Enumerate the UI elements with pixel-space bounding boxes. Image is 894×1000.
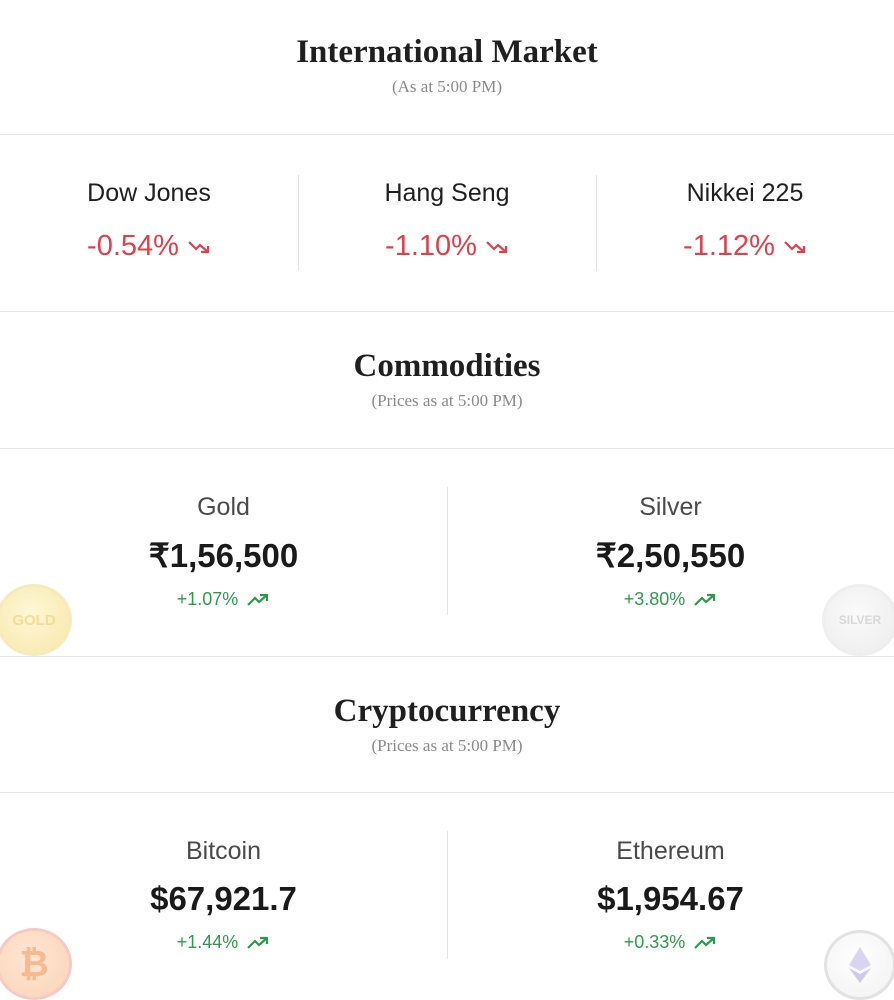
trend-down-icon [784, 240, 806, 253]
index-hang-seng[interactable]: Hang Seng -1.10% [298, 135, 596, 311]
international-subtitle: (As at 5:00 PM) [391, 77, 503, 96]
crypto-name: Ethereum [616, 837, 725, 865]
crypto-change: +1.44% [177, 932, 271, 953]
commodity-silver[interactable]: Silver ₹2,50,550 +3.80% [447, 449, 894, 656]
crypto-change-value: +1.44% [176, 932, 239, 952]
international-title: International Market [296, 34, 598, 70]
crypto-subtitle: (Prices as at 5:00 PM) [371, 736, 523, 755]
index-name: Nikkei 225 [686, 179, 804, 207]
gold-coin-label: GOLD [12, 611, 56, 629]
index-name: Dow Jones [87, 179, 211, 207]
crypto-ethereum[interactable]: Ethereum $1,954.67 +0.33% [447, 793, 894, 1000]
trend-down-icon [188, 240, 210, 253]
crypto-price: $67,921.7 [150, 880, 297, 917]
crypto-row: Bitcoin $67,921.7 +1.44% Ethereum $1,954… [0, 793, 894, 1000]
commodity-name: Silver [639, 493, 702, 521]
commodity-change: +1.07% [177, 589, 271, 610]
international-header: International Market (As at 5:00 PM) [0, 0, 894, 135]
crypto-name: Bitcoin [185, 837, 262, 865]
silver-coin-label: SILVER [838, 613, 882, 627]
commodities-header: Commodities (Prices as at 5:00 PM) [0, 312, 894, 449]
index-dow-jones[interactable]: Dow Jones -0.54% [0, 135, 298, 311]
indices-row: Dow Jones -0.54% Hang Seng -1.10% Nikkei… [0, 135, 894, 312]
crypto-title: Cryptocurrency [333, 693, 561, 729]
ethereum-diamond-icon [849, 947, 871, 983]
trend-up-icon [247, 936, 269, 949]
bitcoin-coin-icon: ₿ [0, 928, 72, 1000]
commodity-change-value: +3.80% [623, 589, 686, 609]
trend-up-icon [694, 593, 716, 606]
crypto-price: $1,954.67 [597, 880, 744, 917]
bitcoin-coin-label: ₿ [19, 943, 49, 984]
index-nikkei-225[interactable]: Nikkei 225 -1.12% [596, 135, 894, 311]
commodities-title: Commodities [353, 348, 541, 384]
crypto-header: Cryptocurrency (Prices as at 5:00 PM) [0, 657, 894, 793]
index-change: -1.10% [385, 230, 509, 263]
gold-coin-icon: GOLD [0, 584, 72, 656]
commodity-price: ₹1,56,500 [148, 537, 299, 574]
trend-down-icon [486, 240, 508, 253]
commodities-subtitle: (Prices as at 5:00 PM) [371, 391, 523, 410]
index-change-value: -0.54% [87, 230, 179, 262]
commodity-gold[interactable]: Gold ₹1,56,500 +1.07% [0, 449, 447, 656]
index-change: -1.12% [683, 230, 807, 263]
trend-up-icon [694, 936, 716, 949]
commodity-name: Gold [197, 493, 250, 521]
index-change-value: -1.10% [385, 230, 477, 262]
commodity-change: +3.80% [624, 589, 718, 610]
ethereum-icon [824, 930, 894, 1000]
commodities-row: Gold ₹1,56,500 +1.07% Silver ₹2,50,550 +… [0, 449, 894, 657]
silver-coin-icon: SILVER [822, 584, 894, 656]
crypto-change: +0.33% [624, 932, 718, 953]
trend-up-icon [247, 593, 269, 606]
commodity-change-value: +1.07% [176, 589, 239, 609]
crypto-change-value: +0.33% [623, 932, 686, 952]
commodity-price: ₹2,50,550 [595, 537, 746, 574]
index-change-value: -1.12% [683, 230, 775, 262]
index-change: -0.54% [87, 230, 211, 263]
crypto-bitcoin[interactable]: Bitcoin $67,921.7 +1.44% [0, 793, 447, 1000]
index-name: Hang Seng [384, 179, 510, 207]
